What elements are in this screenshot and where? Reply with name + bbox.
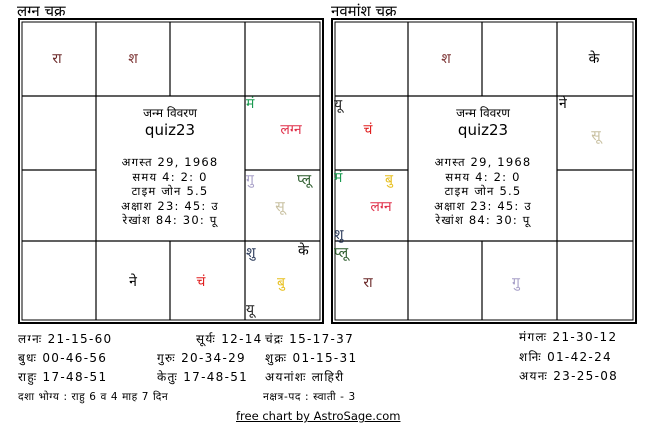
planet-neptune: ने [129,274,137,290]
planet-uranus: यू [246,302,255,318]
lagna-chart-grid [18,18,324,324]
pos-shani: शनिः 01-42-24 [519,350,612,364]
birth-details-heading: जन्म विवरण [456,106,510,120]
pos-surya: सूर्यः 12-14-37 [196,332,287,346]
planet-ketu: के [298,243,309,259]
pos-lagna: लग्नः 21-15-60 [18,332,113,346]
planet-pluto: प्लू [297,172,312,188]
planet-shukra: शु [334,227,344,243]
planet-surya: सू [591,128,601,144]
planet-chandra: चं [363,122,373,138]
planet-chandra: चं [196,274,206,290]
birth-time: समय 4: 2: 0 [445,169,521,184]
navamsa-birth-details: जन्म विवरण quiz23 अगस्त 29, 1968 समय 4: … [434,105,532,228]
birth-date: अगस्त 29, 1968 [434,155,532,169]
latitude: अक्षाश 23: 45: उ [434,198,532,213]
dasha-bhogya: दशा भोग्य : राहु 6 व 4 माह 7 दिन [18,391,169,403]
planet-mangal: मं [246,96,255,112]
planet-guru: गु [512,275,520,291]
pos-budh: बुधः 00-46-56 [18,351,108,365]
pos-guru: गुरुः 20-34-29 [157,351,246,365]
planet-mangal: मं [334,170,343,186]
lagna-chart-title: लग्न चक्र [17,2,66,20]
chart-name: quiz23 [457,121,509,139]
planet-surya: सू [275,199,285,215]
planet-rahu: रा [52,51,62,67]
timezone: टाइम जोन 5.5 [131,184,209,198]
planet-budh: बु [385,172,393,188]
planet-shukra: शु [246,245,256,261]
latitude: अक्षाश 23: 45: उ [121,198,219,213]
birth-time: समय 4: 2: 0 [132,169,208,184]
nakshatra-pada: नक्षत्र-पद : स्वाती - 3 [263,391,356,403]
lagna-marker: लग्न [370,199,392,215]
chart-name: quiz23 [144,121,196,139]
pos-mangal: मंगलः 21-30-12 [519,330,618,344]
pos-ketu: केतुः 17-48-51 [157,370,249,384]
birth-details-heading: जन्म विवरण [143,106,197,120]
pos-rahu: राहुः 17-48-51 [18,370,108,384]
birth-date: अगस्त 29, 1968 [121,155,219,169]
pos-ayan: अयनः 23-25-08 [519,369,619,383]
timezone: टाइम जोन 5.5 [444,184,522,198]
lagna-birth-details: जन्म विवरण quiz23 अगस्त 29, 1968 समय 4: … [121,105,219,228]
longitude: रेखांश 84: 30: पू [122,213,218,227]
pos-ayanamsa: अयनांशः लाहिरी [263,368,345,385]
planet-guru: गु [246,172,254,188]
planet-rahu: रा [363,275,373,291]
planet-uranus: यू [334,97,343,113]
planet-shani: श [128,51,138,67]
pos-shukra: शुक्रः 01-15-31 [263,349,358,366]
planet-budh: बु [277,275,285,291]
longitude: रेखांश 84: 30: पू [435,213,531,227]
planet-neptune: ने [559,96,567,112]
astrosage-link[interactable]: free chart by AstroSage.com [236,409,401,423]
navamsa-chart-title: नवमांश चक्र [331,2,397,20]
planet-ketu: के [588,51,600,67]
planet-shani: श [441,51,451,67]
navamsa-chart-grid [331,18,637,324]
lagna-marker: लग्न [280,122,302,138]
planet-pluto: प्लू [334,245,349,261]
pos-chandra: चंद्रः 15-17-37 [263,330,354,347]
